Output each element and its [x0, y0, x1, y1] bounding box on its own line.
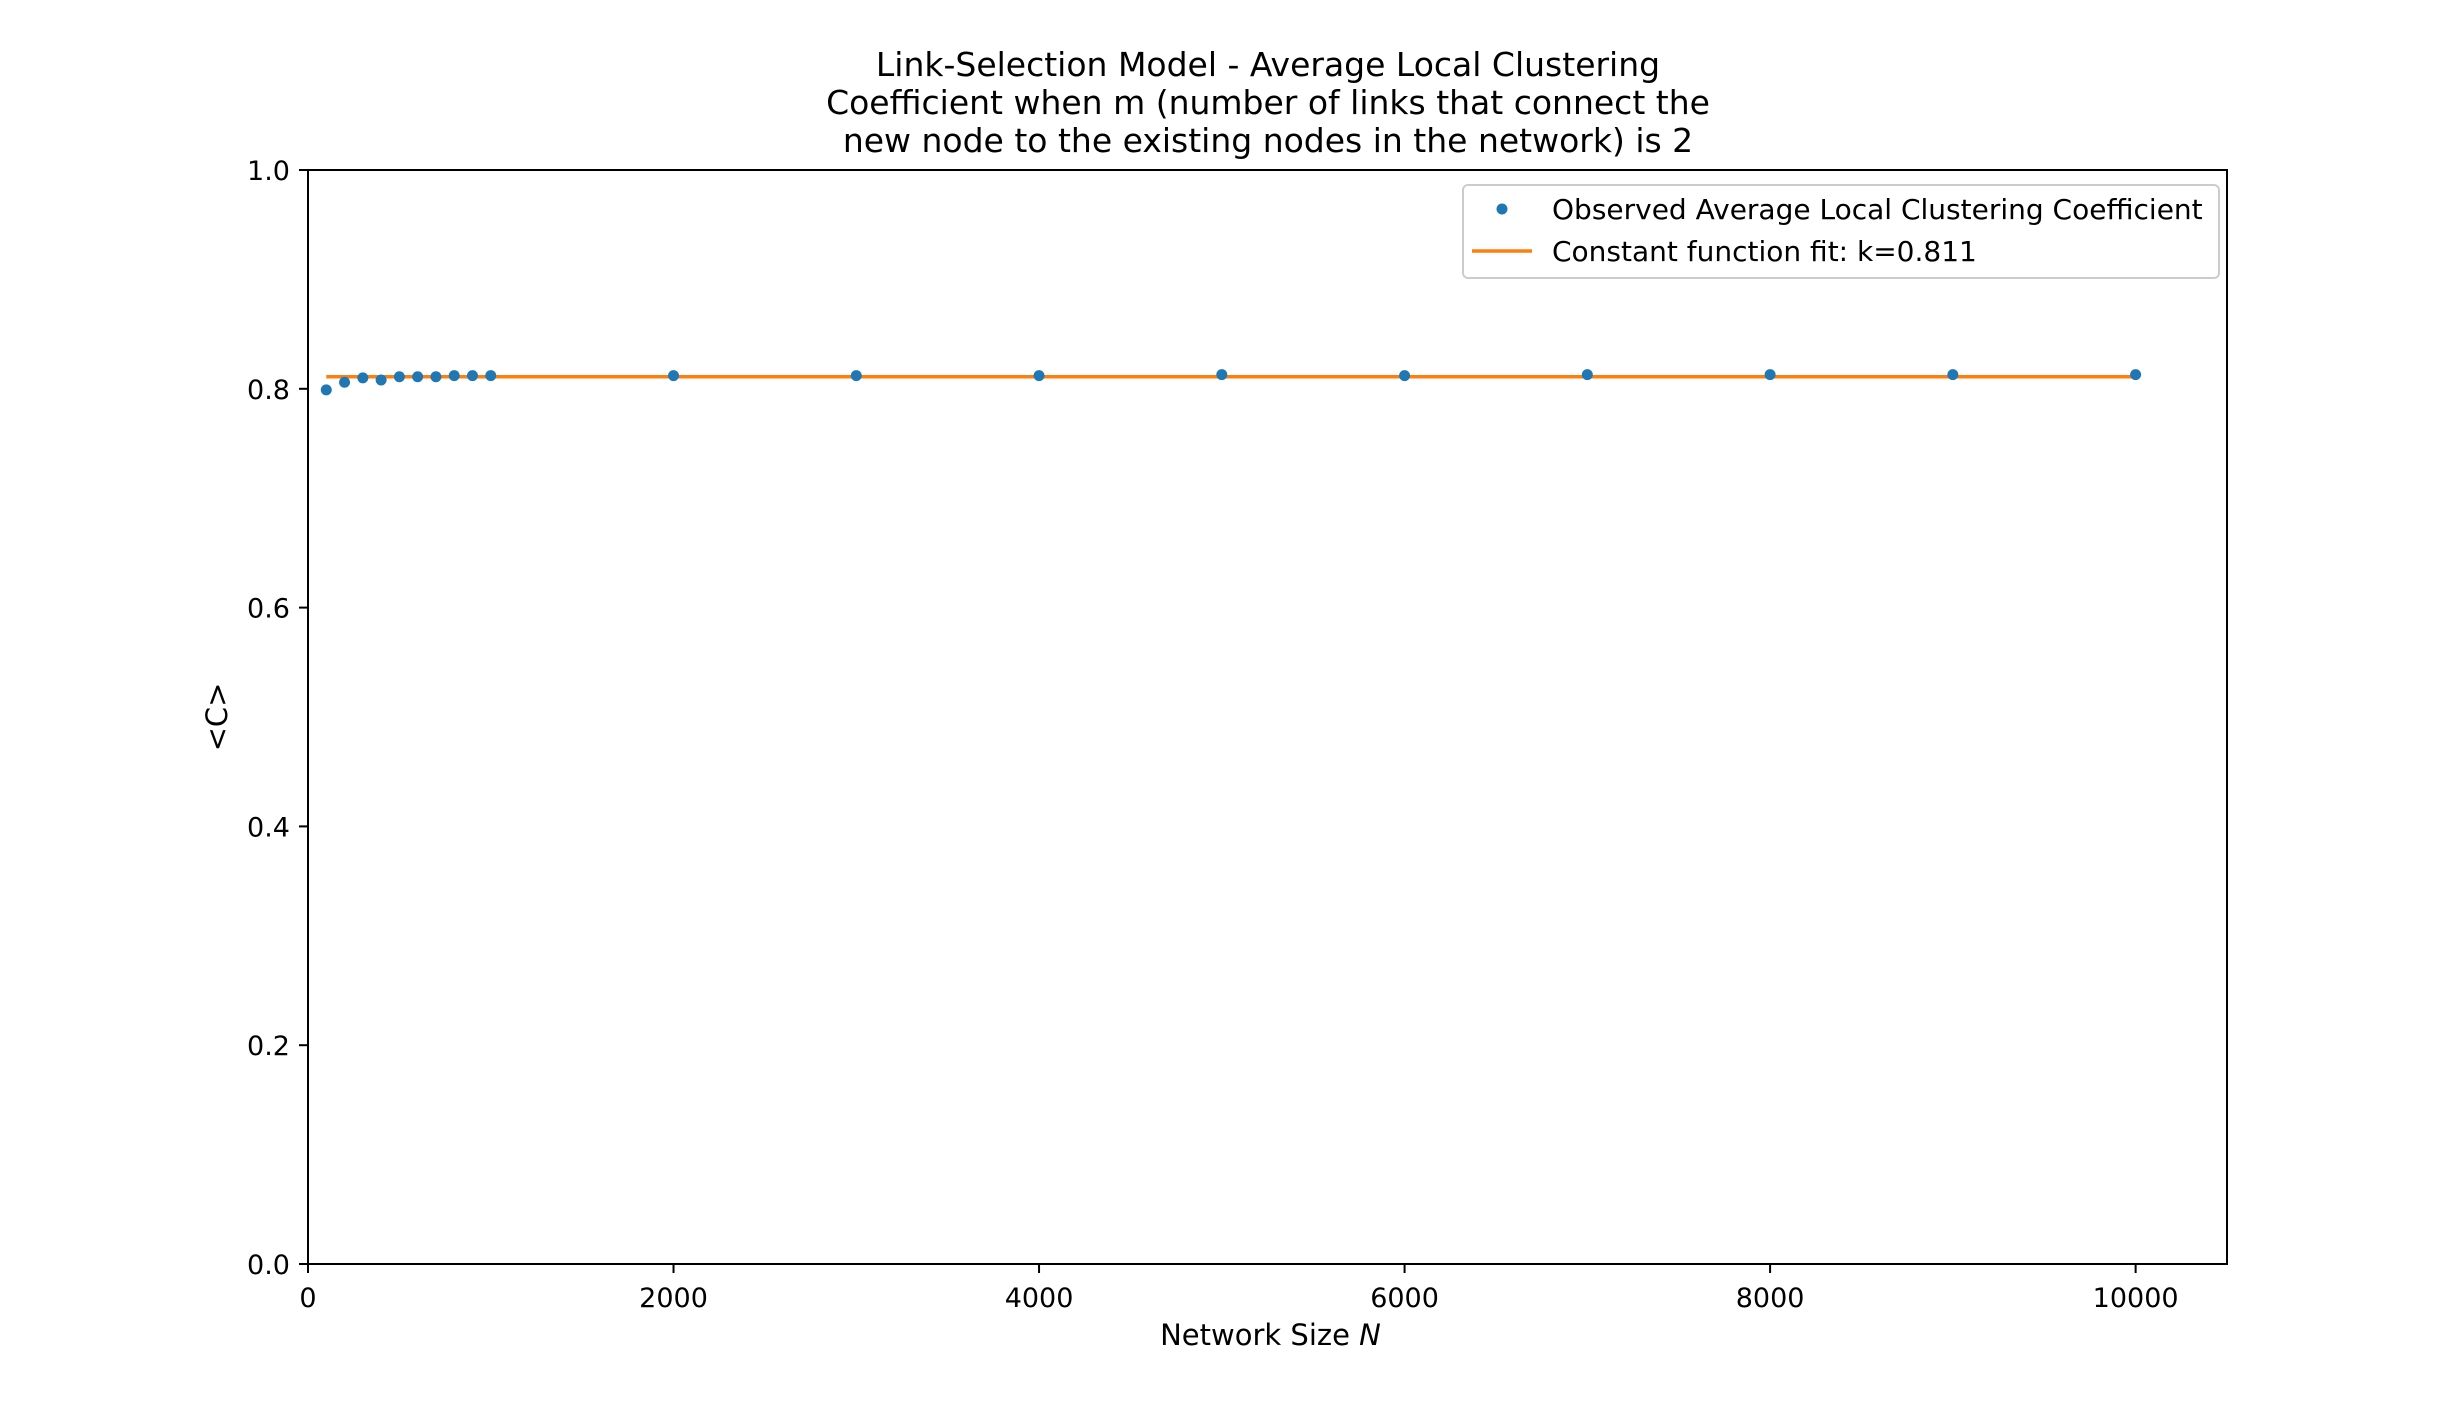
x-tick-label: 4000 — [1005, 1283, 1074, 1314]
y-axis-label: <C> — [200, 683, 234, 752]
x-tick-label: 2000 — [639, 1283, 708, 1314]
x-axis-label-text: Network Size — [1160, 1318, 1359, 1352]
data-point — [357, 372, 369, 384]
data-point — [430, 371, 442, 383]
data-point — [2130, 369, 2142, 381]
x-tick-label: 8000 — [1736, 1283, 1805, 1314]
chart-title: Link-Selection Model - Average Local Clu… — [826, 45, 1710, 160]
data-point — [1581, 369, 1593, 381]
y-tick-label: 0.2 — [247, 1031, 290, 1062]
data-point — [448, 370, 460, 382]
data-point — [375, 374, 387, 386]
data-point — [1947, 369, 1959, 381]
data-point — [850, 370, 862, 382]
plot-area — [307, 169, 2228, 1265]
legend: Observed Average Local Clustering Coeffi… — [1462, 184, 2220, 279]
y-tick-label: 0.4 — [247, 812, 290, 843]
data-points-layer — [320, 369, 2142, 396]
x-axis-label-variable: N — [1359, 1318, 1381, 1352]
x-tick-label: 0 — [299, 1283, 316, 1314]
x-tick-label: 6000 — [1370, 1283, 1439, 1314]
y-tick-label: 0.6 — [247, 594, 290, 625]
y-tick-label: 0.0 — [247, 1250, 290, 1281]
data-point — [412, 371, 424, 383]
data-point — [466, 370, 478, 382]
legend-box — [1462, 184, 2220, 279]
legend-label: Constant function fit: k=0.811 — [1552, 235, 1977, 268]
data-point — [485, 370, 497, 382]
legend-point-marker — [1496, 203, 1508, 215]
y-tick-label: 0.8 — [247, 375, 290, 406]
y-tick-label: 1.0 — [247, 156, 290, 187]
chart-title-line: new node to the existing nodes in the ne… — [843, 121, 1693, 160]
x-tick-label: 10000 — [2093, 1283, 2179, 1314]
data-point — [668, 370, 680, 382]
x-axis-label: Network Size N — [1160, 1318, 1381, 1352]
chart-title-line: Coefficient when m (number of links that… — [826, 83, 1710, 122]
data-point — [1399, 370, 1411, 382]
data-point — [320, 384, 332, 396]
x-axis: 0 2000 4000 6000 8000 10000 — [299, 1264, 2179, 1314]
data-point — [1216, 369, 1228, 381]
data-point — [339, 376, 351, 388]
data-point — [393, 371, 405, 383]
data-point — [1033, 370, 1045, 382]
y-axis: 0.0 0.2 0.4 0.6 0.8 1.0 — [247, 156, 308, 1281]
legend-label: Observed Average Local Clustering Coeffi… — [1552, 193, 2203, 226]
chart-title-line: Link-Selection Model - Average Local Clu… — [876, 45, 1660, 84]
data-point — [1764, 369, 1776, 381]
